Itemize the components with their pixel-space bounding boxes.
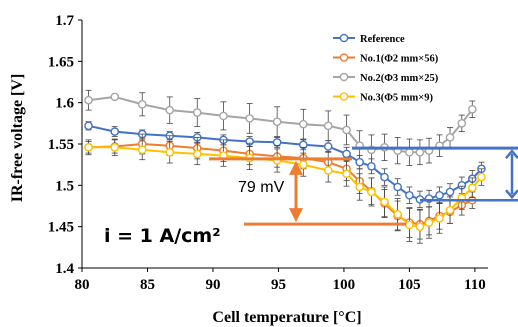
legend-item: No.3(Φ5 mm×9) (333, 92, 434, 104)
x-axis-ticks: 80 85 90 95 100 105 110 (75, 268, 486, 293)
y-axis-ticks: 1.4 1.45 1.5 1.55 1.6 1.65 1.7 (48, 13, 82, 277)
reference-bracket-bottom (420, 149, 518, 202)
data-point (424, 218, 434, 227)
legend-label: Reference (360, 34, 405, 45)
data-point (457, 119, 467, 128)
x-axis-title: Cell temperature [°C] (212, 309, 361, 326)
data-point (323, 166, 333, 175)
y-tick-label: 1.6 (55, 96, 74, 112)
delta-arrow-head-down (289, 208, 303, 223)
data-point (415, 147, 425, 157)
x-tick-label: 80 (75, 277, 90, 293)
legend-item: Reference (333, 33, 405, 45)
data-point (405, 190, 414, 200)
series-0 (84, 121, 486, 209)
data-point (272, 138, 282, 147)
data-point (165, 147, 175, 157)
data-point (342, 169, 351, 179)
data-point (393, 209, 402, 219)
data-point (415, 222, 425, 231)
chart-axes: 80 85 90 95 100 105 110 1.41.451.51.551.61.651… (48, 13, 488, 293)
y-tick-label: 1.65 (48, 54, 74, 70)
legend-label: No.2(Φ3 mm×25) (360, 73, 439, 84)
condition-label: i = 1 A/cm² (104, 225, 221, 247)
x-tick-label: 110 (464, 277, 486, 293)
data-point (342, 125, 351, 135)
data-point (393, 182, 402, 192)
y-tick-label: 1.5 (55, 178, 74, 194)
data-point (445, 133, 455, 142)
legend: Reference No.1(Φ2 mm×56) No.2(Φ3 mm×25) No.… (333, 33, 439, 104)
legend-swatch-marker (339, 33, 349, 43)
y-tick-label: 1.7 (55, 13, 74, 29)
data-point (110, 92, 120, 102)
data-point (367, 162, 376, 171)
data-point (192, 108, 202, 117)
y-tick-label: 1.4 (55, 261, 74, 277)
legend-swatch-marker (339, 92, 349, 101)
data-point (137, 145, 147, 155)
data-point (137, 100, 147, 109)
data-point (110, 143, 120, 152)
data-point (355, 157, 364, 167)
legend-item: No.1(Φ2 mm×56) (333, 53, 439, 65)
delta-label: 79 mV (238, 179, 285, 196)
data-point (299, 119, 308, 129)
y-tick-label: 1.45 (48, 220, 74, 236)
data-point (245, 114, 254, 123)
data-point (355, 182, 364, 192)
data-point (467, 104, 477, 114)
data-point (445, 205, 455, 215)
data-point (299, 160, 308, 169)
data-point (219, 111, 228, 121)
data-point (192, 149, 202, 159)
delta-arrow-head-up (289, 160, 303, 175)
legend-label: No.3(Φ5 mm×9) (360, 93, 434, 104)
data-point (405, 220, 414, 230)
legend-swatch-marker (339, 53, 349, 62)
data-point (323, 121, 333, 131)
data-point (323, 142, 333, 151)
legend-swatch-marker (339, 72, 349, 82)
data-point (435, 214, 444, 223)
series-3 (84, 138, 486, 244)
data-point (84, 121, 93, 131)
x-tick-label: 95 (271, 277, 286, 293)
data-point (342, 149, 351, 159)
legend-item: No.2(Φ3 mm×25) (333, 72, 439, 84)
data-point (467, 183, 477, 193)
data-point (405, 147, 414, 157)
data-point (165, 105, 175, 115)
data-point (445, 187, 455, 197)
y-tick-label: 1.55 (48, 137, 74, 153)
x-tick-label: 90 (205, 277, 220, 293)
data-point (110, 127, 120, 136)
data-point (380, 172, 389, 182)
data-point (367, 187, 376, 197)
data-point (84, 95, 93, 105)
data-point (477, 172, 486, 182)
annotation-layer: 79 mV i = 1 A/cm² (104, 146, 518, 247)
x-tick-label: 100 (333, 277, 356, 293)
legend-label: No.1(Φ2 mm×56) (360, 54, 439, 65)
series-layer (84, 89, 486, 244)
x-tick-label: 85 (140, 277, 155, 293)
data-point (435, 190, 444, 200)
series-1-line (88, 142, 473, 226)
data-point (84, 143, 93, 152)
data-point (380, 197, 389, 207)
x-tick-label: 105 (398, 277, 421, 293)
data-point (272, 117, 282, 126)
y-axis-title: IR-free voltage [V] (9, 74, 26, 203)
